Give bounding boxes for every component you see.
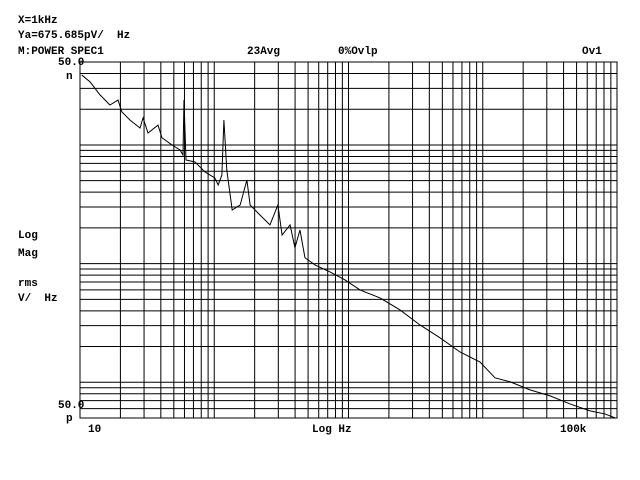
x-tick-label: 100k xyxy=(560,424,587,436)
y-unit: n xyxy=(66,71,73,83)
x-marker: X=1kHz xyxy=(18,15,58,27)
y-tick-label: 50.0 xyxy=(58,400,84,412)
y-unit: p xyxy=(66,413,73,425)
y-marker: Ya=675.685pV/ Hz xyxy=(18,30,130,42)
average: 23Avg xyxy=(247,46,280,58)
measurement: M:POWER SPEC1 xyxy=(18,46,104,58)
trace xyxy=(81,74,616,419)
y-label: rms xyxy=(18,278,38,290)
y-label: V/ Hz xyxy=(18,293,58,305)
x-label: Log Hz xyxy=(312,424,352,436)
y-label: Mag xyxy=(18,248,38,260)
x-tick-label: 10 xyxy=(88,424,101,436)
overlap: 0%Ovlp xyxy=(338,46,378,58)
overload: Ov1 xyxy=(582,46,602,58)
y-label: Log xyxy=(18,230,38,242)
y-tick-label: 50.0 xyxy=(58,57,84,69)
